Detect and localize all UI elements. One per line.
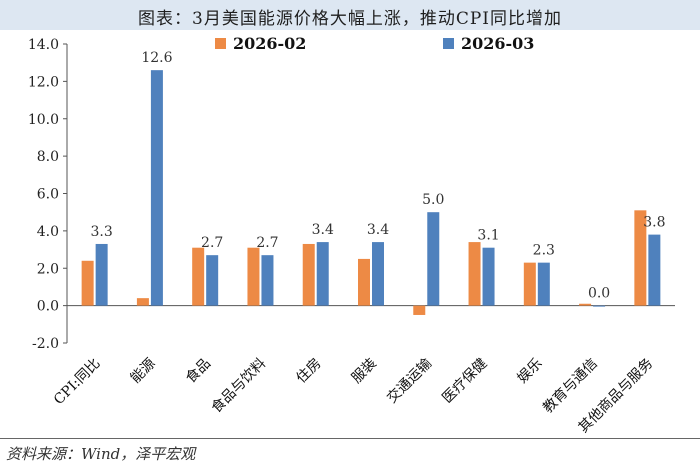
x-tick-label: 娱乐 [515, 356, 546, 387]
bar-2026-02 [247, 247, 260, 306]
bar-2026-02 [358, 258, 370, 306]
legend-swatch-2026-03 [443, 38, 454, 49]
bar-2026-03 [427, 212, 440, 306]
y-tick-label: 14.0 [28, 37, 59, 53]
x-tick-label: 能源 [128, 356, 159, 387]
data-label: 2.3 [533, 243, 555, 259]
bar-2026-02 [523, 262, 536, 306]
x-tick-label: CPI:同比 [51, 356, 104, 409]
bar-2026-02 [413, 305, 426, 315]
bar-2026-02 [302, 243, 315, 306]
bar-chart: 14.0 12.0 10.0 8.0 6.0 4.0 2.0 0.0 -2.0 3.3 CPI:同比… [28, 34, 675, 436]
data-label: 2.7 [201, 235, 223, 251]
y-tick-label: 0.0 [37, 299, 59, 315]
data-label: 3.1 [477, 228, 499, 244]
y-tick-label: 6.0 [37, 187, 59, 203]
x-tick-label: 交通运输 [383, 355, 435, 407]
y-tick-label: 4.0 [37, 224, 59, 240]
data-label: 12.6 [141, 50, 172, 66]
x-tick-label: 住房 [293, 356, 324, 387]
data-label: 2.7 [256, 235, 278, 251]
bar-2026-03 [372, 242, 384, 306]
bar-2026-02 [634, 210, 647, 306]
bar-2026-02 [81, 260, 94, 306]
data-label: 3.8 [643, 215, 665, 231]
title-bar [0, 0, 700, 30]
bar-2026-03 [261, 255, 274, 306]
source-note: 资料来源：Wind，泽平宏观 [6, 445, 196, 463]
bar-2026-03 [95, 243, 108, 306]
chart-frame: 14.0 12.0 10.0 8.0 6.0 4.0 2.0 0.0 -2.0 3.3 CPI:同比… [0, 30, 700, 438]
data-label: 3.3 [91, 224, 113, 240]
bottom-rule [0, 438, 700, 439]
x-tick-label: 服装 [349, 356, 380, 387]
bar-2026-03 [150, 70, 163, 306]
legend-label-2026-03: 2026-03 [461, 34, 534, 53]
bar-2026-03 [648, 234, 661, 306]
y-tick-label: -2.0 [32, 336, 59, 352]
y-tick-label: 8.0 [37, 149, 59, 165]
bar-2026-03 [206, 255, 219, 306]
bar-2026-03 [482, 247, 495, 306]
data-label: 5.0 [422, 192, 444, 208]
bar-2026-03 [537, 262, 550, 306]
bar-2026-02 [579, 303, 592, 306]
bar-2026-03 [316, 242, 329, 306]
bar-2026-02 [136, 298, 149, 306]
x-tick-label: 医疗保健 [439, 356, 490, 407]
y-tick-label: 12.0 [28, 74, 59, 90]
bar-2026-02 [468, 242, 481, 306]
data-label: 3.4 [367, 222, 389, 238]
y-tick-label: 2.0 [37, 261, 59, 277]
bar-2026-03 [593, 305, 606, 307]
data-label: 0.0 [588, 286, 610, 302]
chart-title: 图表：3月美国能源价格大幅上涨，推动CPI同比增加 [138, 9, 562, 29]
legend-swatch-2026-02 [215, 38, 226, 49]
x-tick-label: 食品与饮料 [208, 355, 270, 417]
legend-label-2026-02: 2026-02 [233, 34, 306, 53]
data-label: 3.4 [312, 222, 334, 238]
x-tick-label: 食品 [182, 355, 214, 387]
y-tick-label: 10.0 [28, 112, 59, 128]
bar-2026-02 [192, 247, 205, 306]
